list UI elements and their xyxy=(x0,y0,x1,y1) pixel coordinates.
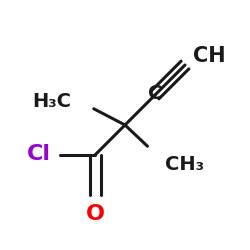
Text: Cl: Cl xyxy=(27,144,51,164)
Text: CH₃: CH₃ xyxy=(165,155,204,174)
Text: O: O xyxy=(86,204,104,224)
Text: C: C xyxy=(148,84,162,103)
Text: CH: CH xyxy=(192,46,225,66)
Text: H₃C: H₃C xyxy=(32,92,71,111)
